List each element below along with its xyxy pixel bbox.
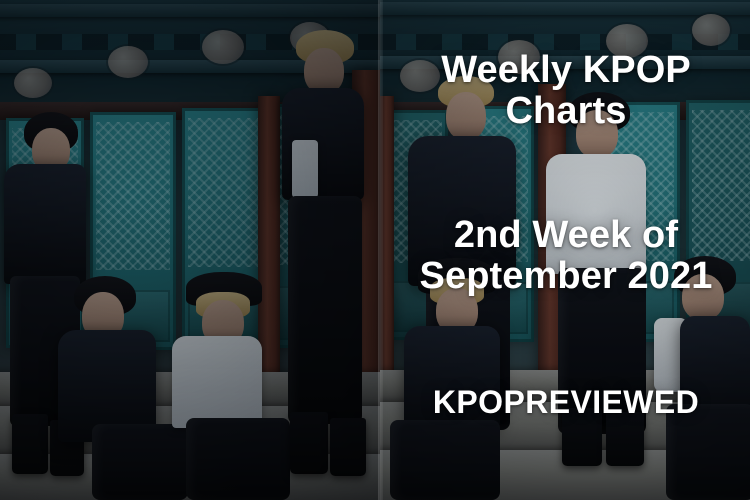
date-line-2: September 2021 xyxy=(419,255,713,298)
eave-medallion-icon xyxy=(108,46,148,78)
title-line-2: Charts xyxy=(505,90,627,133)
eave-medallion-icon xyxy=(202,30,244,64)
title-line-1: Weekly KPOP xyxy=(441,49,691,91)
eave-medallion-icon xyxy=(14,68,52,98)
eave-medallion-icon xyxy=(692,14,730,46)
brand-label: KPOPREVIEWED xyxy=(432,384,700,420)
eave-beam xyxy=(0,4,380,17)
poster-date: 2nd Week of September 2021 xyxy=(390,214,742,298)
date-line-1: 2nd Week of xyxy=(453,214,679,256)
eave-beam xyxy=(380,2,750,15)
brand-watermark: KPOPREVIEWED xyxy=(390,385,742,420)
photo-half-left xyxy=(0,0,380,500)
poster-title: Weekly KPOP Charts xyxy=(390,49,742,133)
